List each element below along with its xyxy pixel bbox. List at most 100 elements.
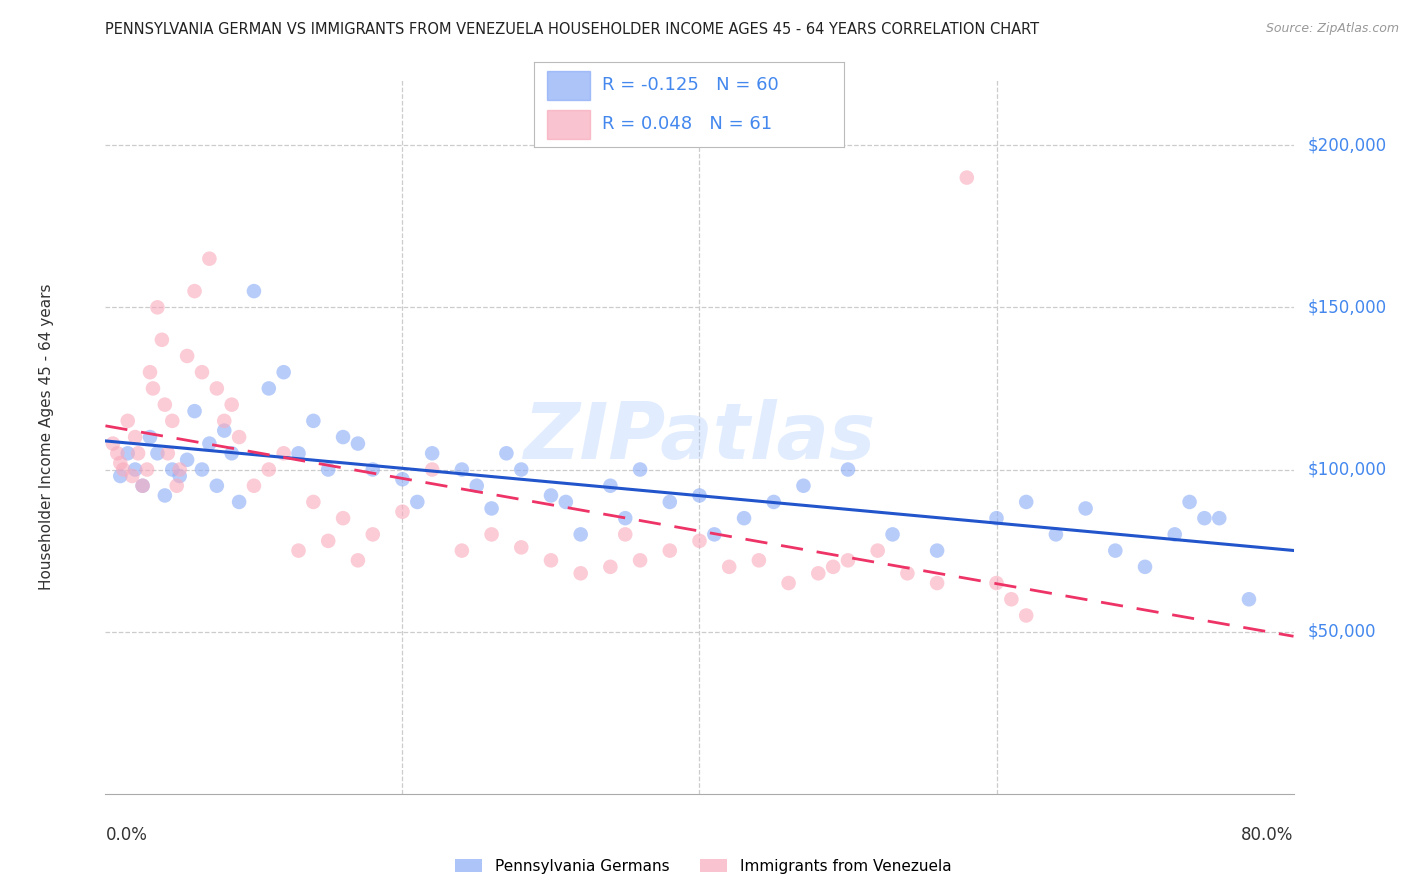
Point [1015,608,1038,623]
Point [927,576,949,591]
Point [166,479,188,493]
Point [406,495,429,509]
Point [131,479,153,493]
Point [481,501,503,516]
Point [1194,511,1216,525]
Point [420,446,443,460]
Point [628,462,651,476]
Point [131,479,153,493]
Point [986,511,1008,525]
Point [124,430,146,444]
Point [465,479,488,493]
Point [156,446,179,460]
Point [316,533,339,548]
Point [1000,592,1022,607]
Point [689,488,711,502]
Bar [547,71,591,100]
Point [391,472,413,486]
Point [450,543,472,558]
Point [569,566,592,581]
Point [792,479,814,493]
Point [391,505,413,519]
Point [1074,501,1097,516]
Point [495,446,517,460]
Point [1237,592,1260,607]
Point [510,541,533,555]
Point [176,349,198,363]
Point [807,566,830,581]
Point [896,566,918,581]
Point [481,527,503,541]
Point [733,511,755,525]
Point [243,479,266,493]
Point [316,462,339,476]
Point [361,527,384,541]
Point [162,462,184,476]
Point [105,446,128,460]
Point [205,381,228,395]
Point [1164,527,1187,541]
Point [142,381,165,395]
Text: $200,000: $200,000 [1308,136,1386,154]
Point [127,446,149,460]
Point [117,446,139,460]
Point [150,333,173,347]
Point [837,462,859,476]
Point [703,527,725,541]
Point [176,452,198,467]
Point [347,436,370,450]
Point [614,527,637,541]
Point [287,446,309,460]
Text: 0.0%: 0.0% [105,826,148,844]
Point [153,398,176,412]
Point [347,553,370,567]
Bar [547,110,591,139]
Point [139,430,162,444]
Point [110,456,132,470]
Point [599,479,621,493]
Point [214,424,236,438]
Point [927,543,949,558]
Point [221,446,243,460]
Point [183,284,205,298]
Point [332,511,354,525]
Point [540,488,562,502]
Point [1133,559,1156,574]
Point [214,414,236,428]
Point [124,462,146,476]
Point [198,436,221,450]
Point [689,533,711,548]
Point [718,559,741,574]
Text: Householder Income Ages 45 - 64 years: Householder Income Ages 45 - 64 years [38,284,53,591]
Point [287,543,309,558]
Text: $50,000: $50,000 [1308,623,1376,640]
Point [302,495,325,509]
Point [1178,495,1201,509]
Point [101,436,124,450]
Point [986,576,1008,591]
Point [866,543,889,558]
Text: Source: ZipAtlas.com: Source: ZipAtlas.com [1265,22,1399,36]
Point [762,495,785,509]
Text: R = -0.125   N = 60: R = -0.125 N = 60 [602,77,779,95]
Point [191,365,214,379]
Text: R = 0.048   N = 61: R = 0.048 N = 61 [602,115,772,133]
Text: PENNSYLVANIA GERMAN VS IMMIGRANTS FROM VENEZUELA HOUSEHOLDER INCOME AGES 45 - 64: PENNSYLVANIA GERMAN VS IMMIGRANTS FROM V… [105,22,1039,37]
Point [273,446,295,460]
Point [554,495,576,509]
Point [599,559,621,574]
Point [837,553,859,567]
Point [748,553,770,567]
Point [191,462,214,476]
Point [614,511,637,525]
Point [510,462,533,476]
Point [146,446,169,460]
Point [658,543,681,558]
Point [205,479,228,493]
Point [183,404,205,418]
Text: ZIPatlas: ZIPatlas [523,399,876,475]
Legend: Pennsylvania Germans, Immigrants from Venezuela: Pennsylvania Germans, Immigrants from Ve… [449,853,957,880]
Point [169,469,191,483]
Point [228,430,250,444]
Point [1208,511,1230,525]
